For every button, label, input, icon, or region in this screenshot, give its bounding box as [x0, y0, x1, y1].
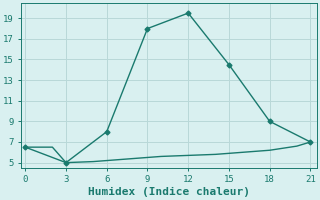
X-axis label: Humidex (Indice chaleur): Humidex (Indice chaleur)	[88, 187, 250, 197]
